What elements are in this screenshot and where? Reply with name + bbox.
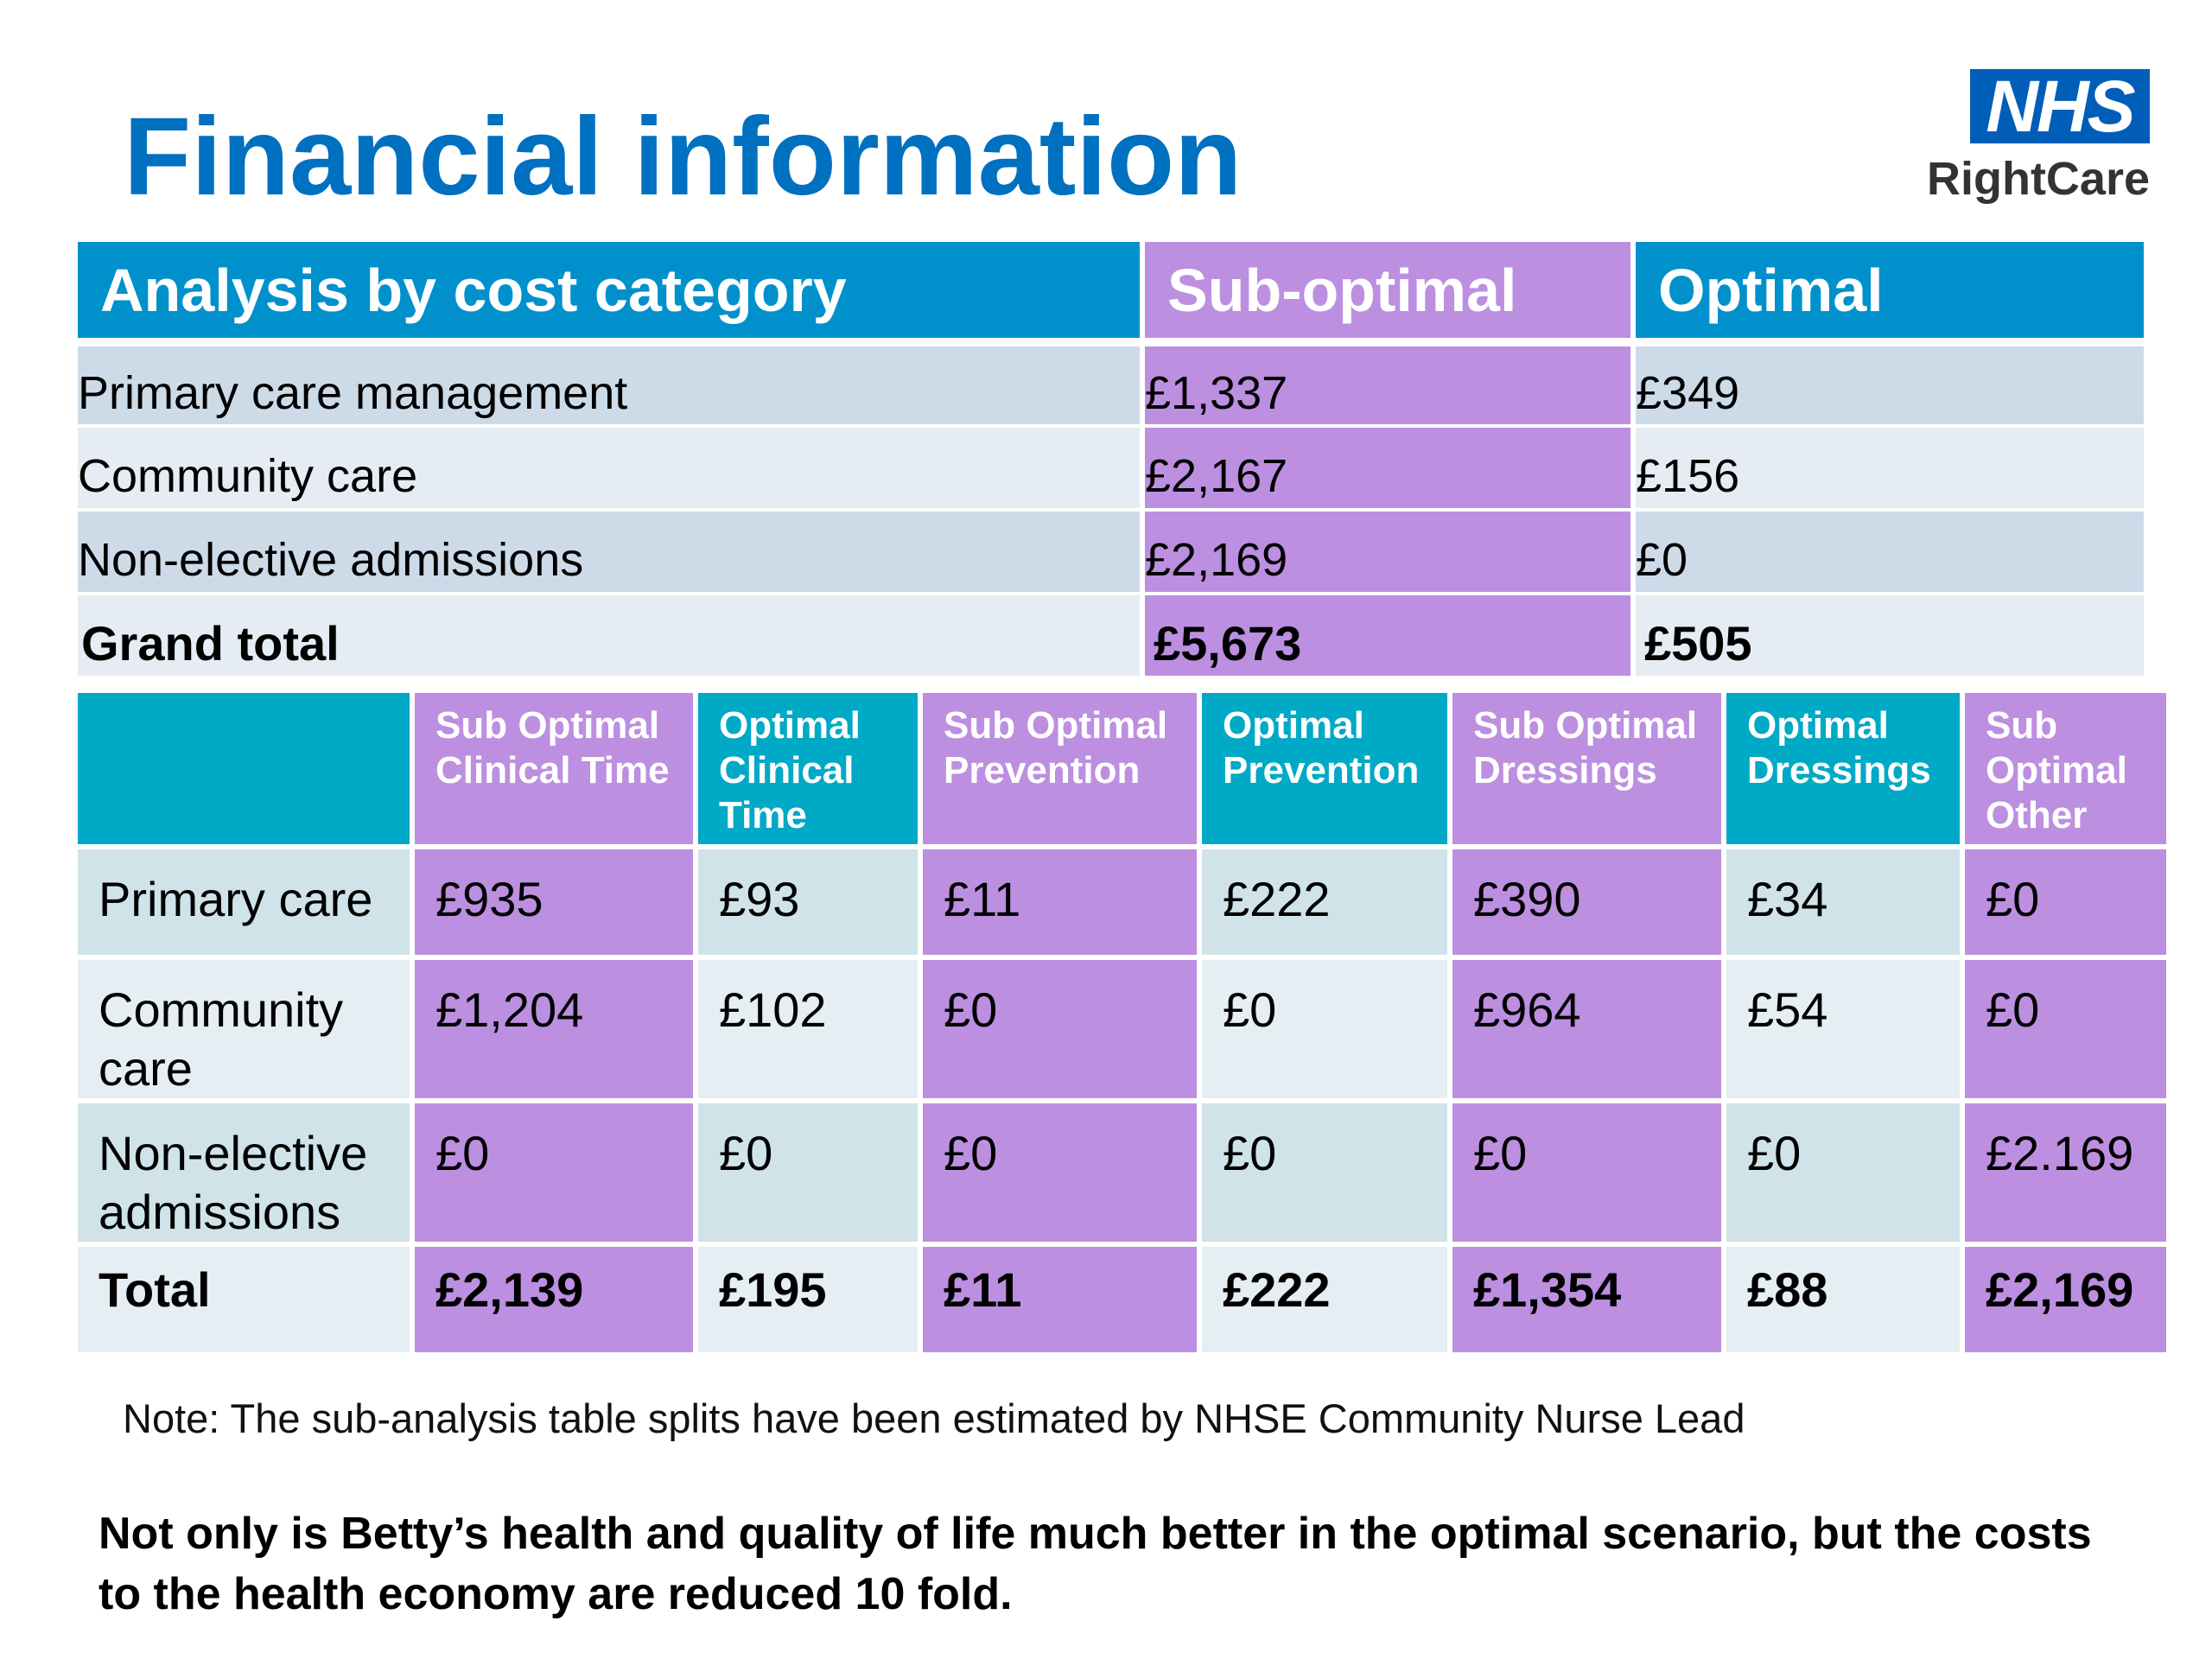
cell-value: £102 bbox=[696, 957, 923, 1103]
row-label: Community care bbox=[78, 957, 415, 1103]
cell-value: £0 bbox=[1450, 1101, 1726, 1247]
nhs-logo-box: NHS bbox=[1970, 69, 2150, 143]
row-label: Non-elective admissions bbox=[78, 510, 1145, 595]
header-cost-category: Analysis by cost category bbox=[78, 242, 1145, 346]
total-value: £195 bbox=[696, 1244, 923, 1357]
cell-value: £964 bbox=[1450, 957, 1726, 1103]
sub-optimal-value: £1,337 bbox=[1142, 342, 1636, 428]
row-label: Primary care management bbox=[78, 342, 1145, 428]
page-title: Financial information bbox=[124, 95, 1243, 219]
cell-value: £0 bbox=[412, 1101, 698, 1247]
total-value: £88 bbox=[1724, 1244, 1965, 1357]
table-row: Primary care £935 £93 £11 £222 £390 £34 … bbox=[78, 847, 2171, 960]
cell-value: £2.169 bbox=[1962, 1101, 2171, 1247]
summary-header-row: Analysis by cost category Sub-optimal Op… bbox=[78, 242, 2149, 346]
grand-total-optimal: £505 bbox=[1633, 594, 2149, 679]
cell-value: £0 bbox=[1962, 847, 2171, 960]
table-row: Community care £1,204 £102 £0 £0 £964 £5… bbox=[78, 957, 2171, 1103]
cell-value: £222 bbox=[1199, 847, 1452, 960]
cell-value: £11 bbox=[920, 847, 1202, 960]
cell-value: £0 bbox=[1199, 1101, 1452, 1247]
cell-value: £0 bbox=[696, 1101, 923, 1247]
table-row: Community care £2,167 £156 bbox=[78, 426, 2149, 512]
header-optimal-prevention: Optimal Prevention bbox=[1199, 693, 1452, 849]
header-blank bbox=[78, 693, 415, 849]
cell-value: £93 bbox=[696, 847, 923, 960]
total-row: Total £2,139 £195 £11 £222 £1,354 £88 £2… bbox=[78, 1244, 2171, 1357]
cell-value: £0 bbox=[920, 957, 1202, 1103]
header-sub-optimal-dressings: Sub Optimal Dressings bbox=[1450, 693, 1726, 849]
nhs-rightcare-logo: NHS RightCare bbox=[1916, 69, 2150, 206]
row-label: Non-elective admissions bbox=[78, 1101, 415, 1247]
header-optimal: Optimal bbox=[1633, 242, 2149, 346]
sub-analysis-table: Sub Optimal Clinical Time Optimal Clinic… bbox=[78, 693, 2171, 1357]
header-optimal-clinical-time: Optimal Clinical Time bbox=[696, 693, 923, 849]
sub-optimal-value: £2,167 bbox=[1142, 426, 1636, 512]
conclusion-text: Not only is Betty’s health and quality o… bbox=[99, 1509, 2092, 1619]
total-value: £222 bbox=[1199, 1244, 1452, 1357]
footnote: Note: The sub-analysis table splits have… bbox=[123, 1395, 1745, 1441]
cost-category-table: Analysis by cost category Sub-optimal Op… bbox=[78, 242, 2149, 679]
total-value: £11 bbox=[920, 1244, 1202, 1357]
optimal-value: £0 bbox=[1633, 510, 2149, 595]
table-row: Non-elective admissions £0 £0 £0 £0 £0 £… bbox=[78, 1101, 2171, 1247]
row-label: Primary care bbox=[78, 847, 415, 960]
header-sub-optimal-other: Sub Optimal Other bbox=[1962, 693, 2171, 849]
table-row: Primary care management £1,337 £349 bbox=[78, 342, 2149, 428]
cell-value: £54 bbox=[1724, 957, 1965, 1103]
row-label: Community care bbox=[78, 426, 1145, 512]
cell-value: £0 bbox=[1962, 957, 2171, 1103]
logo-subtitle: RightCare bbox=[1926, 153, 2150, 205]
header-sub-optimal-clinical-time: Sub Optimal Clinical Time bbox=[412, 693, 698, 849]
cell-value: £0 bbox=[1724, 1101, 1965, 1247]
header-sub-optimal-prevention: Sub Optimal Prevention bbox=[920, 693, 1202, 849]
table-row: Non-elective admissions £2,169 £0 bbox=[78, 510, 2149, 595]
total-value: £2,169 bbox=[1962, 1244, 2171, 1357]
total-value: £2,139 bbox=[412, 1244, 698, 1357]
optimal-value: £156 bbox=[1633, 426, 2149, 512]
cell-value: £0 bbox=[1199, 957, 1452, 1103]
total-label: Total bbox=[78, 1244, 415, 1357]
grand-total-label: Grand total bbox=[78, 594, 1145, 679]
breakdown-header-row: Sub Optimal Clinical Time Optimal Clinic… bbox=[78, 693, 2171, 849]
grand-total-sub-optimal: £5,673 bbox=[1142, 594, 1636, 679]
cell-value: £0 bbox=[920, 1101, 1202, 1247]
cell-value: £390 bbox=[1450, 847, 1726, 960]
grand-total-row: Grand total £5,673 £505 bbox=[78, 594, 2149, 679]
total-value: £1,354 bbox=[1450, 1244, 1726, 1357]
sub-optimal-value: £2,169 bbox=[1142, 510, 1636, 595]
header-optimal-dressings: Optimal Dressings bbox=[1724, 693, 1965, 849]
cell-value: £1,204 bbox=[412, 957, 698, 1103]
optimal-value: £349 bbox=[1633, 342, 2149, 428]
cell-value: £935 bbox=[412, 847, 698, 960]
cell-value: £34 bbox=[1724, 847, 1965, 960]
header-sub-optimal: Sub-optimal bbox=[1142, 242, 1636, 346]
